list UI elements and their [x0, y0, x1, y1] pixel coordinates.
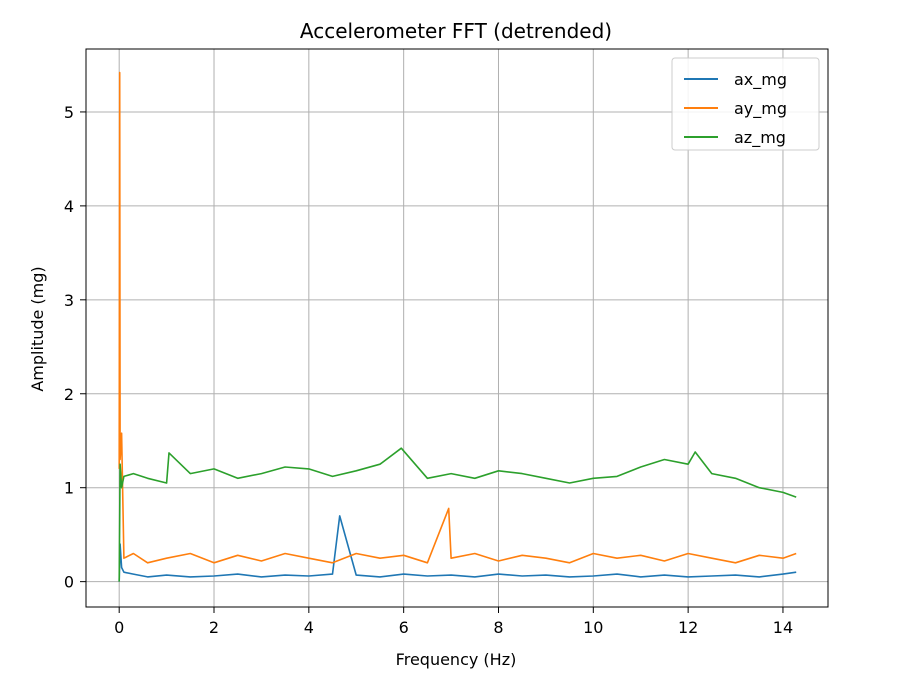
x-tick-label: 0	[114, 618, 124, 637]
y-tick-label: 0	[64, 573, 74, 592]
y-tick-label: 3	[64, 291, 74, 310]
series-line-ay_mg	[118, 71, 797, 564]
series-line-ax_mg	[118, 515, 797, 582]
x-tick-label: 14	[773, 618, 793, 637]
x-tick-label: 2	[209, 618, 219, 637]
x-tick-label: 8	[493, 618, 503, 637]
legend-box	[671, 57, 820, 151]
y-tick-label: 2	[64, 385, 74, 404]
legend-label: az_mg	[734, 128, 786, 148]
x-tick-label: 6	[399, 618, 409, 637]
chart-title: Accelerometer FFT (detrended)	[300, 19, 612, 43]
legend: ax_mg ay_mg az_mg	[671, 57, 820, 151]
x-axis-label: Frequency (Hz)	[396, 650, 517, 669]
series-lines	[118, 71, 797, 582]
x-tick-label: 12	[678, 618, 698, 637]
series-line-az_mg	[118, 447, 797, 582]
x-tick-label: 10	[583, 618, 603, 637]
y-tick-label: 1	[64, 479, 74, 498]
y-tick-label: 5	[64, 103, 74, 122]
y-tick-label: 4	[64, 197, 74, 216]
plot-area	[85, 48, 829, 608]
plot-frame	[85, 48, 829, 608]
legend-label: ay_mg	[734, 99, 787, 119]
x-tick-label: 4	[304, 618, 314, 637]
y-axis-label: Amplitude (mg)	[28, 266, 47, 391]
legend-label: ax_mg	[734, 70, 787, 90]
